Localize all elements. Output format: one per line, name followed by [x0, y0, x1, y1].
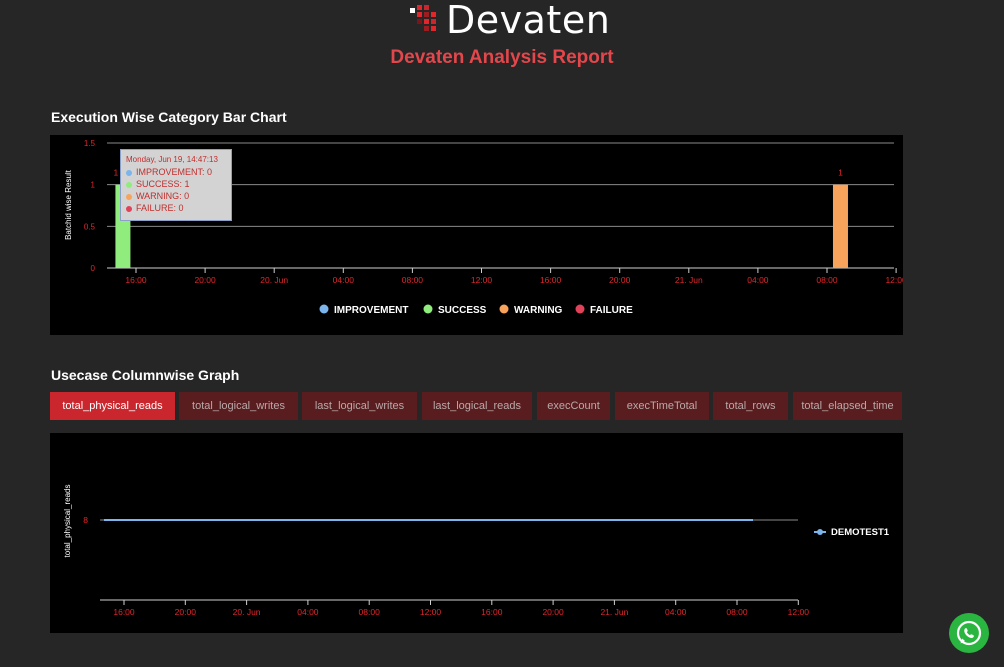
line-x-tick-label: 08:00 — [359, 607, 381, 617]
tab-exec-count[interactable]: execCount — [537, 392, 610, 420]
warning-dot-icon — [126, 193, 132, 200]
bar-x-tick-label: 12:00 — [471, 275, 493, 285]
bar-chart-panel: 0 0.5 1 1.5 16:00 20:00 20. Jun 04:00 08:00 12:00… — [50, 135, 903, 335]
tooltip-row-label: WARNING: 0 — [136, 191, 190, 201]
tab-last-logical-writes[interactable]: last_logical_writes — [302, 392, 417, 420]
line-x-tick-label: 12:00 — [788, 607, 810, 617]
line-x-tick-label: 16:00 — [481, 607, 503, 617]
tooltip-row-failure: FAILURE: 0 — [126, 202, 226, 214]
legend-success-icon[interactable] — [423, 304, 433, 314]
logo-text: Devaten — [446, 0, 611, 42]
logo: Devaten — [408, 0, 610, 40]
bar-data-label: 1 — [838, 168, 843, 178]
tab-total-logical-writes[interactable]: total_logical_writes — [179, 392, 298, 420]
legend-demotest1-label[interactable]: DEMOTEST1 — [831, 527, 890, 538]
tab-total-elapsed-time[interactable]: total_elapsed_time — [793, 392, 902, 420]
bar-x-tick-label: 21. Jun — [675, 275, 703, 285]
legend-failure-icon[interactable] — [575, 304, 585, 314]
tab-last-logical-reads[interactable]: last_logical_reads — [422, 392, 532, 420]
bar-chart-title: Execution Wise Category Bar Chart — [51, 109, 287, 125]
line-x-tick-label: 12:00 — [420, 607, 442, 617]
bar-tooltip: Monday, Jun 19, 14:47:13 IMPROVEMENT: 0 … — [120, 149, 232, 221]
bar-chart: 0 0.5 1 1.5 16:00 20:00 20. Jun 04:00 08:00 12:00… — [64, 139, 903, 316]
bar-x-tick-label: 04:00 — [333, 275, 355, 285]
bar-x-tick-label: 08:00 — [402, 275, 424, 285]
line-x-tick-label: 20. Jun — [233, 607, 261, 617]
line-x-tick-label: 16:00 — [113, 607, 135, 617]
bar-x-tick-label: 20. Jun — [260, 275, 288, 285]
bar-x-tick-label: 20:00 — [609, 275, 631, 285]
bar-x-tick-label: 16:00 — [540, 275, 562, 285]
whatsapp-button[interactable] — [949, 613, 989, 653]
legend-warning-icon[interactable] — [499, 304, 509, 314]
bar-x-tick-label: 20:00 — [194, 275, 216, 285]
line-x-tick-label: 21. Jun — [600, 607, 628, 617]
bar-warning[interactable] — [832, 184, 848, 268]
bar-x-tick-label: 04:00 — [747, 275, 769, 285]
improvement-dot-icon — [126, 169, 132, 176]
success-dot-icon — [126, 181, 132, 188]
tooltip-row-improvement: IMPROVEMENT: 0 — [126, 166, 226, 178]
tooltip-row-label: IMPROVEMENT: 0 — [136, 167, 213, 177]
bar-y-tick-label: 0.5 — [84, 222, 96, 231]
tooltip-header: Monday, Jun 19, 14:47:13 — [126, 155, 218, 164]
report-title: Devaten Analysis Report — [390, 47, 614, 68]
legend-success-label[interactable]: SUCCESS — [438, 305, 487, 316]
line-y-axis-label: total_physical_reads — [63, 485, 72, 558]
tooltip-row-success: SUCCESS: 1 — [126, 178, 226, 190]
line-y-tick-label: 8 — [83, 515, 88, 525]
line-x-tick-label: 04:00 — [297, 607, 319, 617]
tab-total-physical-reads[interactable]: total_physical_reads — [50, 392, 175, 420]
legend-improvement-icon[interactable] — [319, 304, 329, 314]
bar-y-tick-label: 0 — [91, 264, 96, 273]
bar-data-label: 1 — [114, 168, 119, 178]
line-x-tick-label: 20:00 — [175, 607, 197, 617]
line-x-tick-label: 08:00 — [726, 607, 748, 617]
devaten-logo-icon — [410, 5, 436, 31]
legend-failure-label[interactable]: FAILURE — [590, 305, 633, 316]
bar-y-axis-label: Batchid wise Result — [64, 169, 73, 240]
bar-y-tick-label: 1 — [91, 181, 96, 190]
tooltip-row-label: SUCCESS: 1 — [136, 179, 190, 189]
legend-demotest1-marker-icon — [817, 529, 823, 535]
failure-dot-icon — [126, 205, 132, 212]
line-chart-title: Usecase Columnwise Graph — [51, 367, 240, 383]
whatsapp-icon — [956, 620, 982, 646]
tab-exec-time-total[interactable]: execTimeTotal — [615, 392, 709, 420]
tab-total-rows[interactable]: total_rows — [713, 392, 788, 420]
bar-y-tick-label: 1.5 — [84, 139, 96, 148]
line-chart: 8 16:00 20:00 20. Jun 04:00 08:00 12:00 16:00 20… — [63, 485, 890, 617]
line-x-tick-label: 20:00 — [542, 607, 564, 617]
tooltip-row-warning: WARNING: 0 — [126, 190, 226, 202]
bar-x-tick-label: 12:00 — [885, 275, 903, 285]
tooltip-row-label: FAILURE: 0 — [136, 203, 184, 213]
line-x-tick-label: 04:00 — [665, 607, 687, 617]
bar-x-tick-label: 16:00 — [125, 275, 147, 285]
line-chart-panel: 8 16:00 20:00 20. Jun 04:00 08:00 12:00 16:00 20… — [50, 433, 903, 633]
legend-warning-label[interactable]: WARNING — [514, 305, 563, 316]
bar-x-tick-label: 08:00 — [816, 275, 838, 285]
legend-improvement-label[interactable]: IMPROVEMENT — [334, 305, 408, 316]
